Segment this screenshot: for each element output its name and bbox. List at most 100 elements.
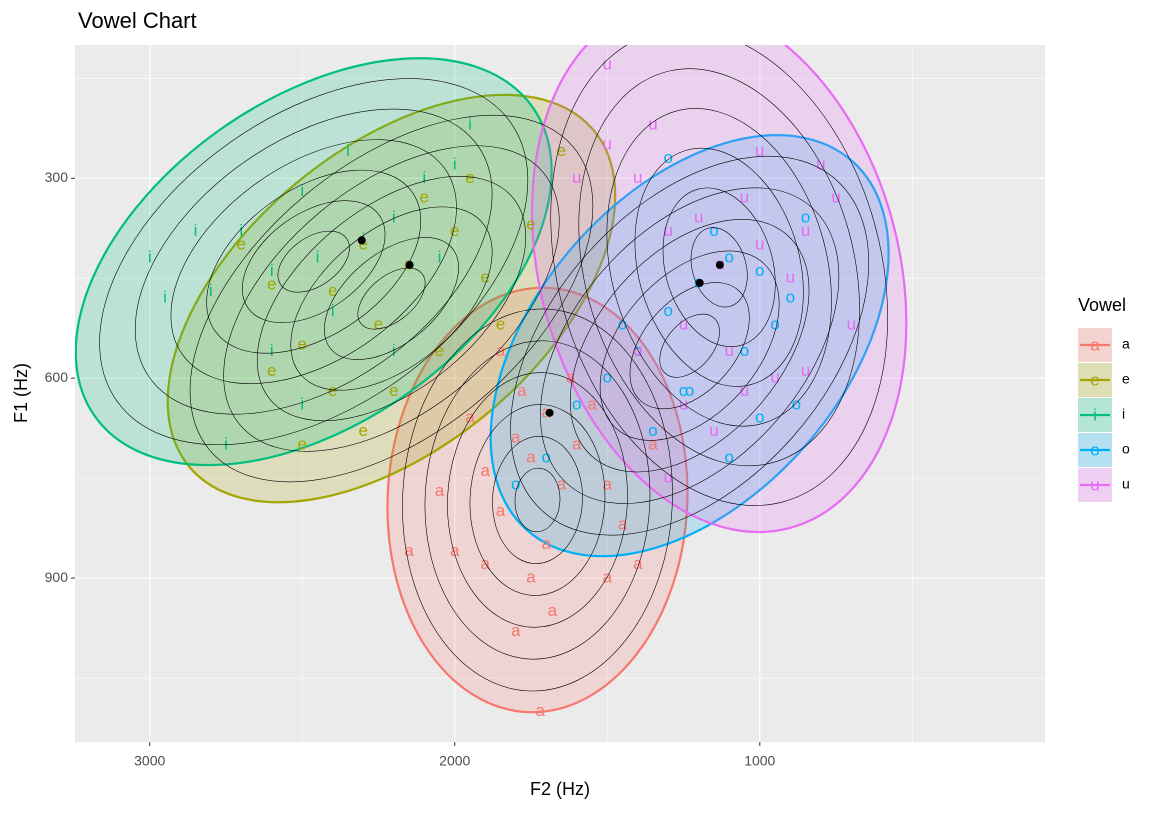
mean-point	[405, 260, 414, 269]
mean-point	[715, 260, 724, 269]
point-label: u	[755, 141, 764, 160]
point-label: e	[420, 188, 429, 207]
point-label: i	[163, 288, 167, 307]
point-label: o	[664, 301, 673, 320]
point-label: i	[346, 141, 350, 160]
point-label: u	[755, 234, 764, 253]
confidence-ellipse	[166, 93, 617, 504]
point-label: i	[331, 301, 335, 320]
x-tick-label: 3000	[134, 753, 165, 769]
grid	[75, 45, 1045, 742]
contour-line	[599, 250, 780, 441]
point-label: a	[566, 368, 576, 387]
contour-line	[134, 108, 493, 415]
point-label: i	[270, 341, 274, 360]
contour-line	[659, 313, 720, 378]
point-label: a	[511, 621, 521, 640]
point-label: o	[511, 474, 520, 493]
contour-line	[324, 237, 459, 360]
point-label: u	[664, 468, 673, 487]
plot-area: aaaaaaaaaaaaaaaaaaaaaaaaaaeeeeeeeeeeeeee…	[75, 45, 908, 720]
point-label: u	[709, 421, 718, 440]
point-label: u	[664, 221, 673, 240]
point-label: e	[237, 234, 246, 253]
point-label: o	[603, 368, 612, 387]
point-label: a	[603, 568, 613, 587]
point-label: e	[359, 421, 368, 440]
contour-line	[550, 45, 888, 506]
contour-line	[242, 200, 386, 323]
contour-line	[510, 155, 869, 536]
x-tick-label: 1000	[744, 753, 775, 769]
point-label: o	[801, 208, 810, 227]
point-label: e	[481, 268, 490, 287]
point-label: i	[438, 248, 442, 267]
point-label: o	[725, 248, 734, 267]
point-label: e	[389, 381, 398, 400]
legend-key-letter: e	[1090, 370, 1099, 389]
point-label: a	[542, 534, 552, 553]
point-label: o	[755, 261, 764, 280]
y-tick-label: 600	[45, 369, 69, 385]
contour-line	[256, 176, 527, 422]
point-label: i	[316, 248, 320, 267]
point-label: a	[535, 701, 545, 720]
legend-key-letter: i	[1093, 405, 1097, 424]
point-label: u	[847, 314, 856, 333]
y-tick-label: 300	[45, 169, 69, 185]
point-label: a	[603, 474, 613, 493]
point-label: o	[725, 448, 734, 467]
point-label: a	[557, 474, 567, 493]
contour-line	[290, 206, 493, 391]
point-label: o	[664, 148, 673, 167]
contour-line	[578, 68, 860, 467]
point-label: u	[725, 341, 734, 360]
point-label: o	[572, 394, 581, 413]
confidence-ellipse	[386, 286, 689, 714]
point-label: a	[633, 554, 643, 573]
legend-label: u	[1122, 476, 1130, 492]
point-label: o	[648, 421, 657, 440]
point-label: i	[300, 181, 304, 200]
point-label: e	[450, 221, 459, 240]
point-label: i	[239, 221, 243, 240]
point-label: e	[298, 434, 307, 453]
x-axis-title: F2 (Hz)	[530, 779, 590, 799]
point-label: i	[209, 281, 213, 300]
contour-line	[690, 227, 748, 308]
x-tick-label: 2000	[439, 753, 470, 769]
contour-line	[357, 267, 426, 330]
contour-line	[170, 139, 457, 385]
point-label: u	[786, 268, 795, 287]
point-label: i	[468, 114, 472, 133]
point-label: a	[517, 381, 527, 400]
point-label: o	[770, 314, 779, 333]
point-label: e	[435, 341, 444, 360]
point-label: a	[496, 341, 506, 360]
contour-line	[99, 78, 529, 446]
point-label: a	[648, 434, 658, 453]
mean-point	[357, 236, 366, 245]
contour-line	[629, 282, 750, 410]
point-label: i	[392, 208, 396, 227]
point-label: i	[270, 261, 274, 280]
point-label: e	[465, 168, 474, 187]
mean-point	[695, 278, 704, 287]
contour-line	[662, 187, 776, 348]
point-label: i	[300, 394, 304, 413]
point-label: e	[267, 361, 276, 380]
point-label: o	[755, 408, 764, 427]
point-label: i	[422, 168, 426, 187]
point-label: a	[435, 481, 445, 500]
point-label: u	[770, 368, 779, 387]
point-label: e	[267, 274, 276, 293]
contour-line	[569, 219, 810, 473]
chart-title: Vowel Chart	[78, 8, 197, 33]
point-label: u	[831, 188, 840, 207]
point-label: u	[603, 134, 612, 153]
legend-label: i	[1122, 406, 1125, 422]
point-label: u	[801, 361, 810, 380]
contour-line	[492, 435, 583, 564]
point-label: o	[709, 221, 718, 240]
